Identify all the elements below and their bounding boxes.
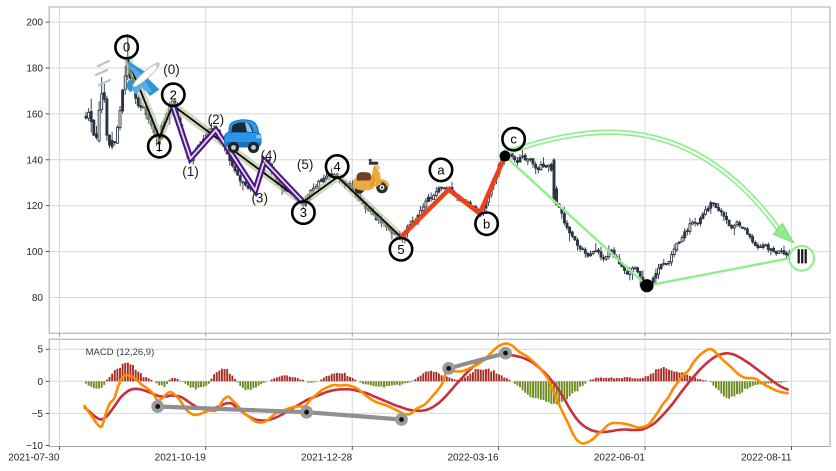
svg-text:5: 5 xyxy=(397,242,404,257)
svg-text:(0): (0) xyxy=(163,62,180,77)
svg-text:120: 120 xyxy=(26,201,43,212)
svg-text:(4): (4) xyxy=(260,148,277,163)
svg-text:(1): (1) xyxy=(182,164,199,179)
svg-text:(2): (2) xyxy=(208,112,225,127)
svg-text:a: a xyxy=(437,163,445,178)
svg-text:5: 5 xyxy=(37,345,43,356)
svg-text:(3): (3) xyxy=(251,190,268,205)
svg-text:(5): (5) xyxy=(297,157,314,172)
svg-text:c: c xyxy=(510,132,517,147)
svg-text:1: 1 xyxy=(156,139,163,154)
svg-text:0: 0 xyxy=(37,377,43,388)
svg-text:2: 2 xyxy=(170,87,177,102)
svg-text:140: 140 xyxy=(26,155,43,166)
svg-text:4: 4 xyxy=(333,159,340,174)
svg-text:3: 3 xyxy=(300,205,307,220)
svg-text:80: 80 xyxy=(32,293,44,304)
svg-text:−10: −10 xyxy=(26,441,43,452)
svg-text:160: 160 xyxy=(26,109,43,120)
svg-text:100: 100 xyxy=(26,247,43,258)
svg-text:2021-07-30: 2021-07-30 xyxy=(8,453,60,464)
svg-text:2022-03-16: 2022-03-16 xyxy=(447,453,499,464)
svg-text:2021-10-19: 2021-10-19 xyxy=(155,453,207,464)
svg-text:200: 200 xyxy=(26,18,43,29)
svg-text:b: b xyxy=(483,216,490,231)
svg-text:−5: −5 xyxy=(32,409,44,420)
svg-text:2022-08-11: 2022-08-11 xyxy=(741,453,792,464)
svg-text:MACD (12,26,9): MACD (12,26,9) xyxy=(86,347,155,358)
svg-text:2021-12-28: 2021-12-28 xyxy=(301,453,353,464)
svg-text:180: 180 xyxy=(26,64,43,75)
svg-text:0: 0 xyxy=(123,40,130,55)
svg-text:2022-06-01: 2022-06-01 xyxy=(594,453,646,464)
